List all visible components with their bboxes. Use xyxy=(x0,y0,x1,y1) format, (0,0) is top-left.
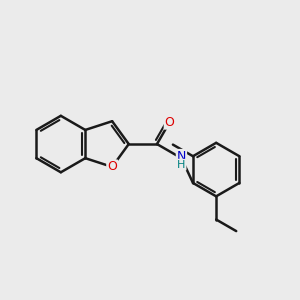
Text: O: O xyxy=(107,160,117,173)
Text: N: N xyxy=(177,150,186,163)
Text: O: O xyxy=(165,116,175,129)
Text: H: H xyxy=(177,160,186,170)
